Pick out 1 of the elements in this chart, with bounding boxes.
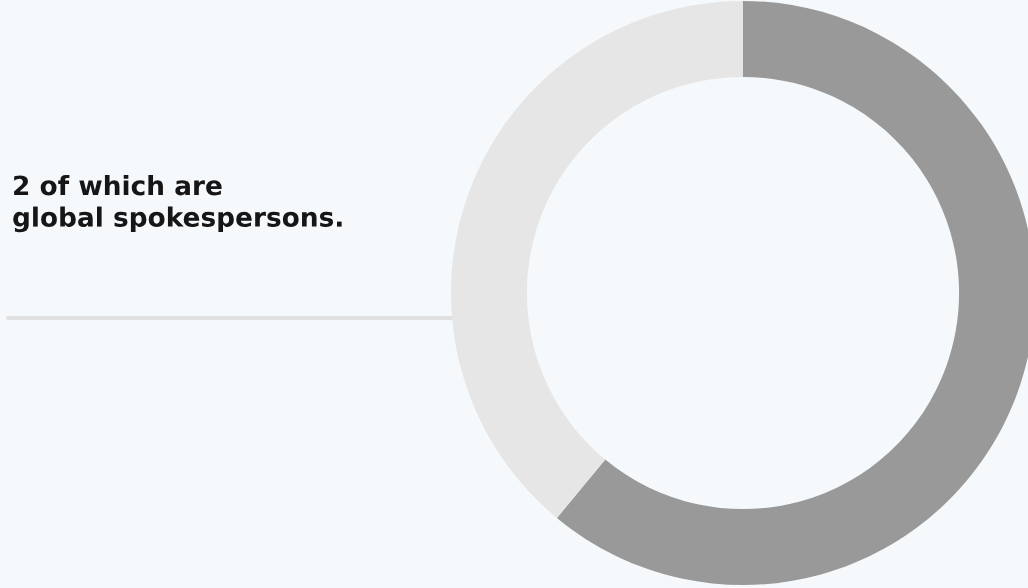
text: 2 of which are global spokespersons. bbox=[13, 175, 342, 233]
